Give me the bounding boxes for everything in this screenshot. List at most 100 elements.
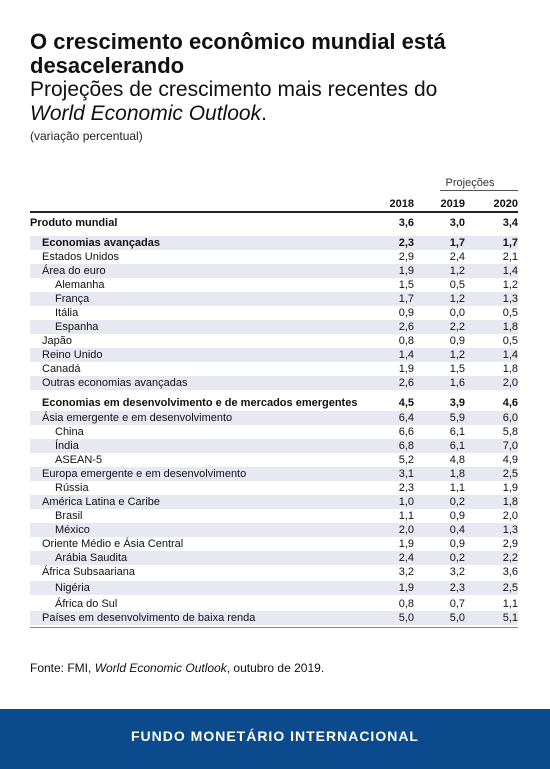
value-2018: 4,5 (398, 397, 414, 409)
value-2020: 0,5 (502, 307, 518, 319)
value-2018: 1,1 (398, 510, 414, 522)
row-label: Área do euro (42, 265, 106, 277)
value-2018: 0,8 (398, 598, 414, 610)
table-row: Estados Unidos 2,9 2,4 2,1 (30, 250, 518, 264)
table-row: Economias em desenvolvimento e de mercad… (30, 396, 518, 410)
table-row: Ásia emergente e em desenvolvimento 6,4 5,… (30, 411, 518, 425)
value-2020: 1,3 (502, 293, 518, 305)
row-label: Rússia (55, 482, 89, 494)
source-italic: World Economic Outlook (94, 661, 227, 675)
subtitle-plain: Projeções de crescimento mais recentes d… (30, 78, 438, 101)
value-2019: 6,1 (449, 440, 465, 452)
table-row: Nigéria 1,9 2,3 2,5 (30, 581, 518, 595)
value-2020: 0,5 (502, 335, 518, 347)
row-label: França (55, 293, 90, 305)
source-prefix: Fonte: FMI, (30, 661, 95, 675)
table-row: Países em desenvolvimento de baixa renda… (30, 611, 518, 625)
value-2018: 1,4 (398, 349, 414, 361)
table-row: Rússia 2,3 1,1 1,9 (30, 481, 518, 495)
footer-text: FUNDO MONETÁRIO INTERNACIONAL (131, 728, 419, 744)
row-label: Canadá (42, 363, 81, 375)
table-row: Reino Unido 1,4 1,2 1,4 (30, 348, 518, 362)
value-2019: 4,8 (449, 454, 465, 466)
table-row: ASEAN-5 5,2 4,8 4,9 (30, 453, 518, 467)
table-row: Área do euro 1,9 1,2 1,4 (30, 264, 518, 278)
value-2019: 2,2 (449, 321, 465, 333)
table-row: Oriente Médio e Ásia Central 1,9 0,9 2,9 (30, 537, 518, 551)
value-2018: 2,6 (398, 377, 414, 389)
row-label: Índia (55, 440, 79, 452)
value-2020: 1,9 (502, 482, 518, 494)
table-row: Japão 0,8 0,9 0,5 (30, 334, 518, 348)
value-2018: 1,5 (398, 279, 414, 291)
row-label: Ásia emergente e em desenvolvimento (42, 412, 233, 424)
value-2019: 5,0 (449, 612, 465, 624)
value-2019: 1,2 (449, 349, 465, 361)
table-row: África do Sul 0,8 0,7 1,1 (30, 597, 518, 611)
row-label: Países em desenvolvimento de baixa renda (42, 612, 256, 624)
unit-label: (variação percentual) (30, 129, 143, 143)
value-2018: 6,6 (398, 426, 414, 438)
value-2018: 2,3 (398, 237, 414, 249)
row-label: ASEAN-5 (55, 454, 103, 466)
table-row: Produto mundial 3,6 3,0 3,4 (30, 216, 518, 230)
subtitle-end: . (261, 102, 267, 125)
value-2019: 0,0 (449, 307, 465, 319)
row-label: Brasil (55, 510, 83, 522)
row-label: Itália (55, 307, 79, 319)
value-2019: 1,1 (449, 482, 465, 494)
value-2020: 1,4 (502, 349, 518, 361)
value-2019: 0,2 (449, 552, 465, 564)
value-2020: 1,7 (502, 237, 518, 249)
projections-rule (440, 190, 518, 191)
table-row: México 2,0 0,4 1,3 (30, 523, 518, 537)
value-2018: 2,9 (398, 251, 414, 263)
row-label: Reino Unido (42, 349, 103, 361)
value-2020: 1,1 (502, 598, 518, 610)
value-2018: 2,4 (398, 552, 414, 564)
value-2018: 1,9 (398, 363, 414, 375)
value-2018: 5,0 (398, 612, 414, 624)
value-2019: 1,2 (449, 293, 465, 305)
value-2020: 5,1 (502, 612, 518, 624)
column-header-2019: 2019 (440, 198, 465, 210)
value-2020: 1,8 (502, 321, 518, 333)
value-2018: 2,6 (398, 321, 414, 333)
table-row: Canadá 1,9 1,5 1,8 (30, 362, 518, 376)
value-2019: 0,9 (449, 335, 465, 347)
value-2020: 1,4 (502, 265, 518, 277)
value-2020: 2,5 (502, 582, 518, 594)
value-2018: 0,8 (398, 335, 414, 347)
value-2020: 1,3 (502, 524, 518, 536)
source-note: Fonte: FMI, World Economic Outlook, outu… (30, 661, 324, 675)
row-label: Arábia Saudita (55, 552, 128, 564)
row-label: América Latina e Caribe (42, 496, 161, 508)
value-2020: 2,9 (502, 538, 518, 550)
column-header-2020: 2020 (493, 198, 518, 210)
value-2019: 3,0 (449, 217, 465, 229)
value-2019: 0,9 (449, 538, 465, 550)
table-row: América Latina e Caribe 1,0 0,2 1,8 (30, 495, 518, 509)
value-2018: 2,3 (398, 482, 414, 494)
row-label: Japão (42, 335, 72, 347)
value-2019: 5,9 (449, 412, 465, 424)
value-2020: 2,2 (502, 552, 518, 564)
value-2018: 3,1 (398, 468, 414, 480)
value-2018: 1,9 (398, 538, 414, 550)
value-2019: 1,5 (449, 363, 465, 375)
row-label: China (55, 426, 84, 438)
value-2019: 0,4 (449, 524, 465, 536)
value-2018: 3,2 (398, 566, 414, 578)
value-2020: 2,1 (502, 251, 518, 263)
table-bottom-rule (30, 627, 518, 628)
table-row: Arábia Saudita 2,4 0,2 2,2 (30, 551, 518, 565)
value-2018: 5,2 (398, 454, 414, 466)
table-row: China 6,6 6,1 5,8 (30, 425, 518, 439)
value-2019: 0,5 (449, 279, 465, 291)
chart-title: O crescimento econômico mundial está des… (30, 29, 446, 78)
row-label: Espanha (55, 321, 99, 333)
value-2019: 2,3 (449, 582, 465, 594)
row-label: África Subsaariana (42, 566, 135, 578)
value-2020: 3,4 (502, 217, 518, 229)
growth-table: Produto mundial 3,6 3,0 3,4 Economias avança… (30, 216, 518, 628)
